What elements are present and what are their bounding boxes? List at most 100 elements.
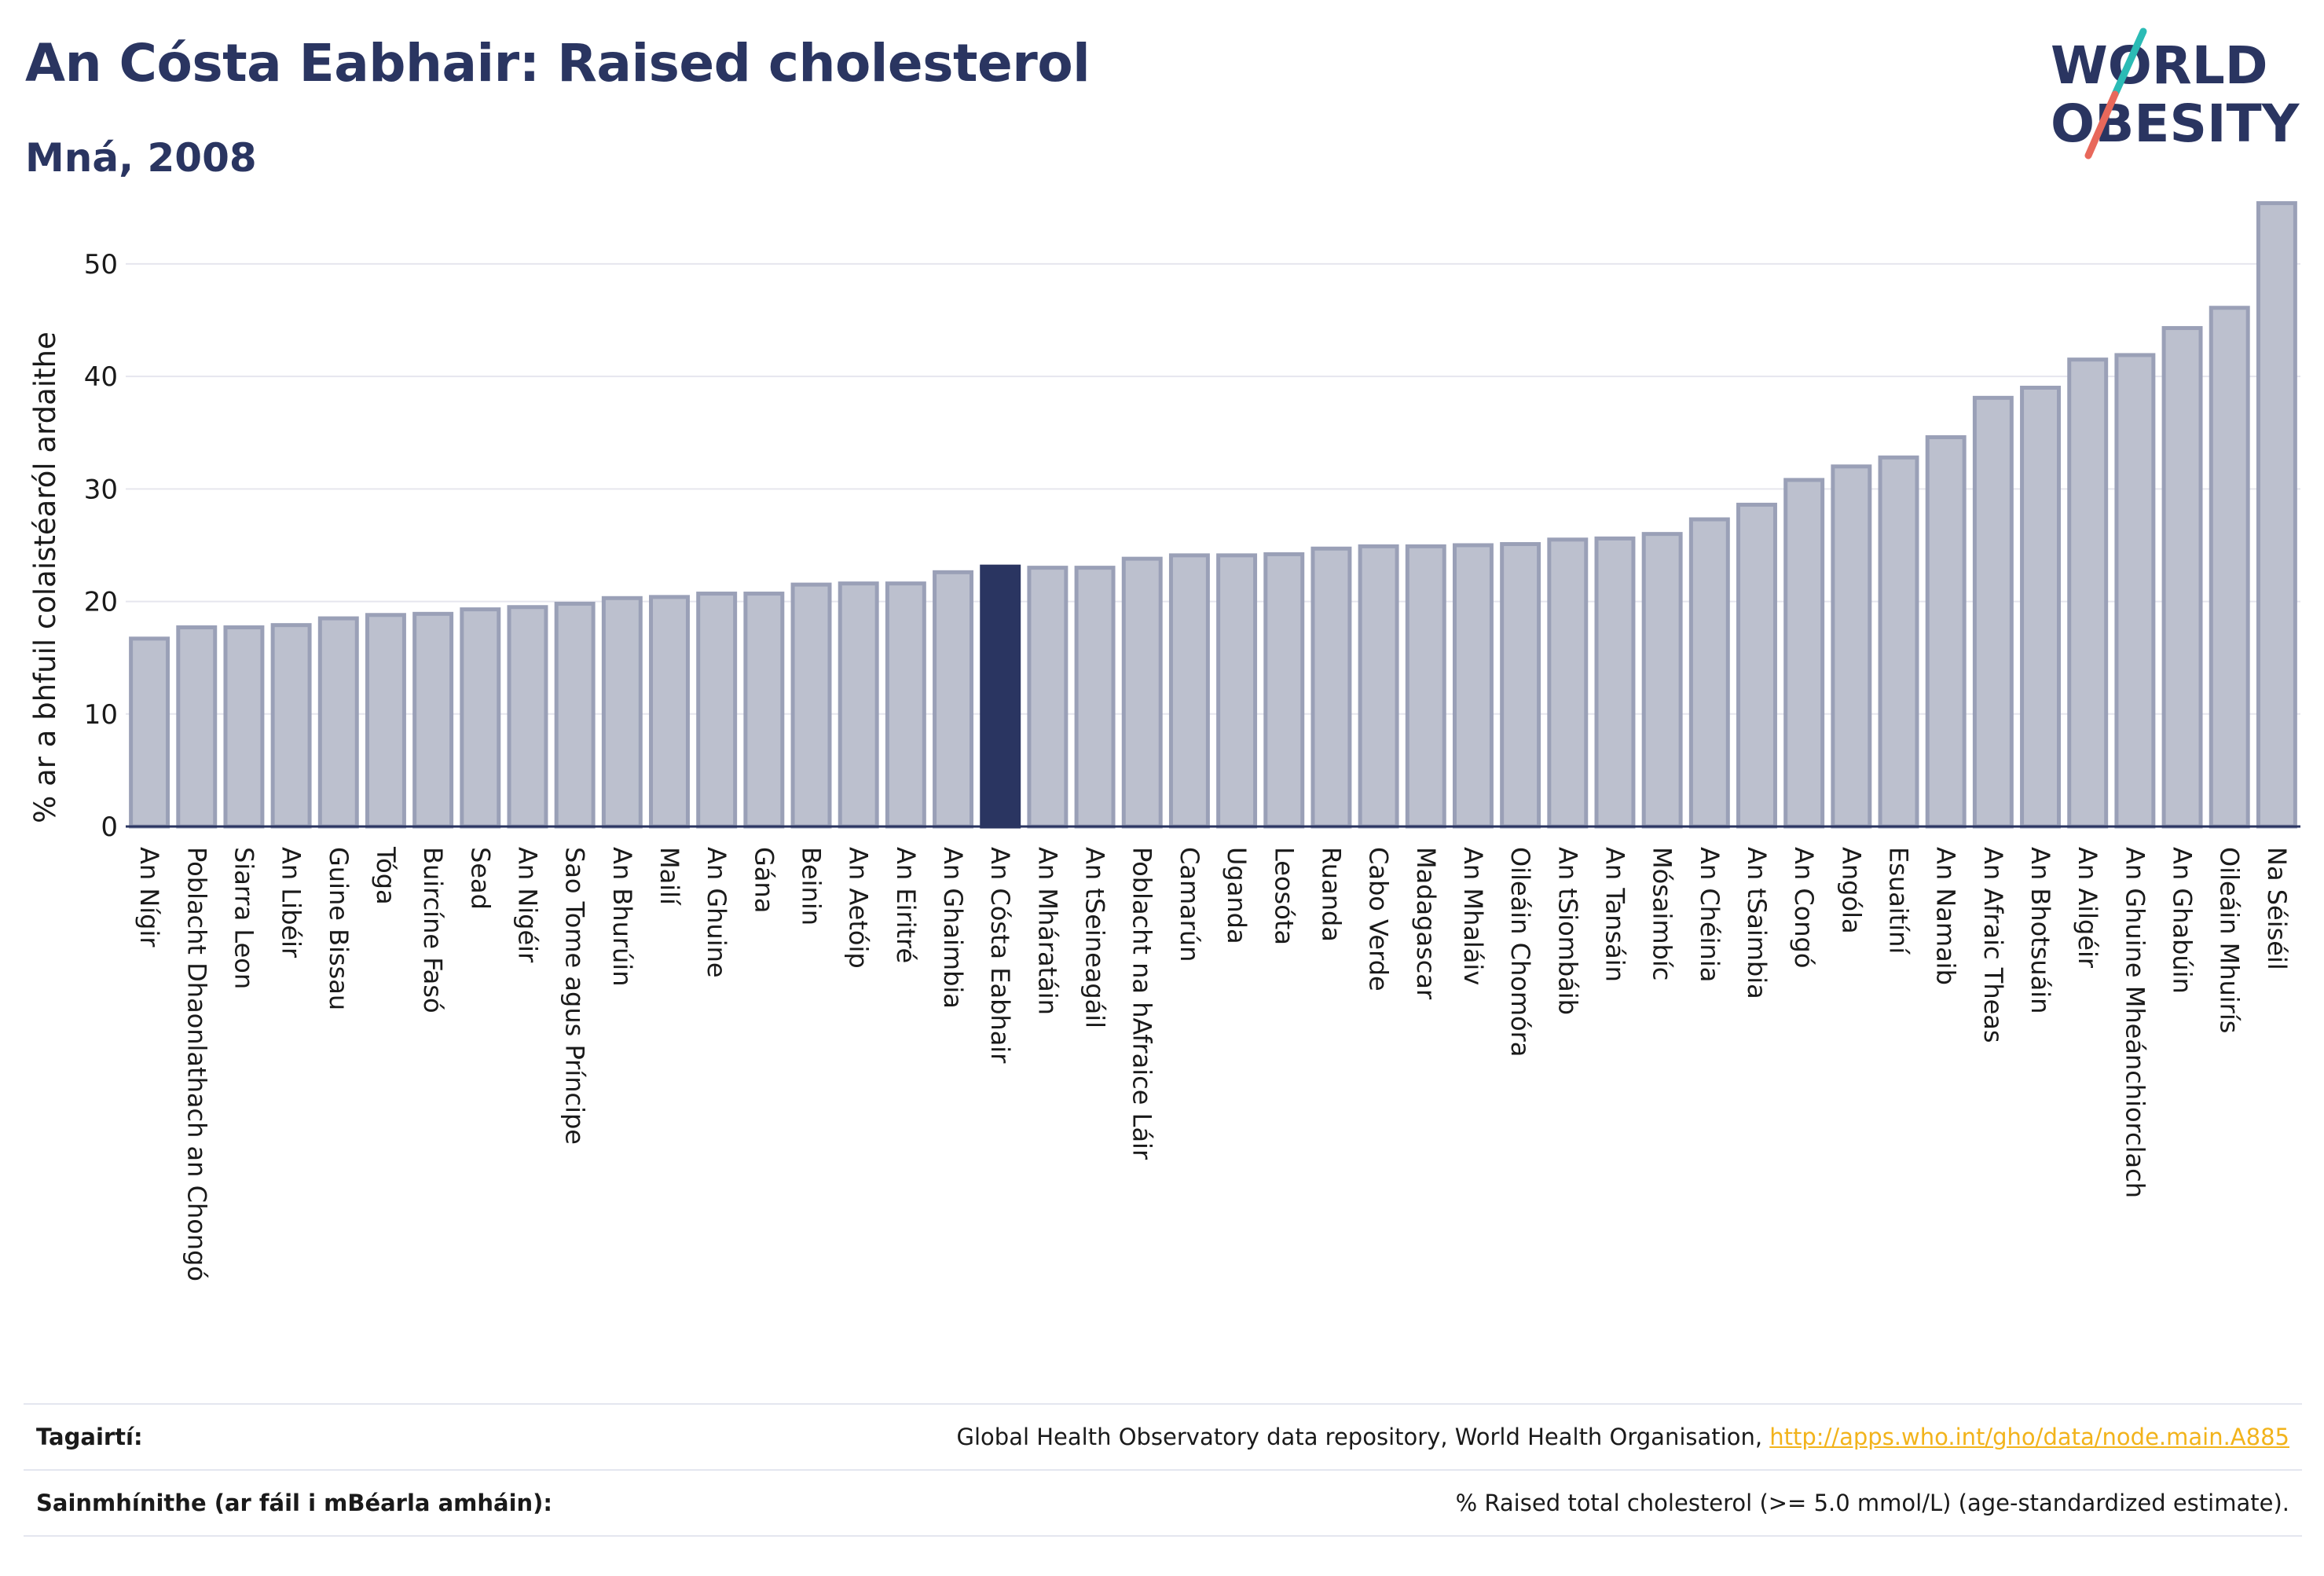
references-value: Global Health Observatory data repositor…	[957, 1424, 2302, 1450]
bar[interactable]	[696, 592, 738, 829]
x-tick-label: An Congó	[1789, 847, 1819, 968]
x-tick-label: Uganda	[1222, 847, 1252, 944]
x-tick-label: Esuaitíní	[1884, 847, 1914, 955]
x-tick-label: An Mháratáin	[1032, 847, 1062, 1015]
x-tick-label: Mailí	[654, 847, 684, 906]
bar-highlighted[interactable]	[980, 564, 1021, 829]
bar[interactable]	[1074, 566, 1116, 829]
y-tick-labels: 0 10 20 30 40 50	[84, 249, 118, 843]
references-link[interactable]: http://apps.who.int/gho/data/node.main.A…	[1769, 1424, 2289, 1450]
x-tick-label: Poblacht Dhaonlathach an Chongó	[181, 847, 211, 1281]
x-tick-label: An tSiombáib	[1552, 847, 1582, 1015]
x-tick-label: Na Séiséil	[2262, 847, 2292, 970]
references-label: Tagairtí:	[36, 1424, 143, 1450]
bar[interactable]	[1925, 434, 1967, 829]
bar[interactable]	[885, 581, 926, 829]
bar[interactable]	[1500, 542, 1541, 829]
bar[interactable]	[2067, 357, 2109, 829]
references-text: Global Health Observatory data repositor…	[956, 1424, 1770, 1450]
bar[interactable]	[2209, 306, 2250, 829]
bar[interactable]	[649, 595, 690, 829]
bar[interactable]	[317, 616, 359, 829]
definitions-label: Sainmhínithe (ar fáil i mBéarla amháin):	[36, 1490, 553, 1516]
definitions-value: % Raised total cholesterol (>= 5.0 mmol/…	[1455, 1490, 2289, 1516]
bar[interactable]	[129, 636, 170, 829]
bar[interactable]	[554, 601, 596, 829]
bar[interactable]	[1027, 566, 1069, 829]
x-tick-label: An Ghaimbia	[938, 847, 968, 1009]
bar[interactable]	[1405, 544, 1446, 829]
bar[interactable]	[601, 596, 643, 829]
bar[interactable]	[507, 605, 548, 829]
bar[interactable]	[2161, 326, 2203, 829]
x-tick-label: Guine Bissau	[324, 847, 354, 1010]
bar[interactable]	[790, 582, 832, 829]
x-tick-label: An Namaib	[1931, 847, 1961, 985]
bar[interactable]	[270, 623, 312, 829]
x-tick-label: Angóla	[1836, 847, 1866, 934]
x-tick-label: An Tansáin	[1600, 847, 1629, 982]
bar[interactable]	[1594, 536, 1636, 829]
x-tick-label: An Ghuine Mheánchiorclach	[2120, 847, 2150, 1198]
x-tick-label: Cabo Verde	[1364, 847, 1394, 991]
x-tick-label: An Nigéir	[512, 847, 542, 963]
x-tick-label: Sao Tome agus Príncipe	[560, 847, 590, 1145]
x-tick-label: An Ghabúin	[2168, 847, 2198, 994]
bar[interactable]	[2020, 385, 2062, 829]
bar[interactable]	[1547, 537, 1589, 829]
bar[interactable]	[176, 625, 218, 829]
footer-table: Tagairtí: Global Health Observatory data…	[24, 1403, 2302, 1537]
logo-slash-coral	[2084, 90, 2119, 159]
x-tick-label: Camarún	[1175, 847, 1204, 962]
x-tick-label: Buircíne Fasó	[418, 847, 448, 1013]
bar[interactable]	[2114, 353, 2156, 829]
bar[interactable]	[1121, 556, 1163, 829]
x-tick-label: Beinin	[797, 847, 827, 925]
y-tick-label: 50	[84, 249, 118, 280]
bar[interactable]	[743, 592, 785, 829]
x-tick-label: An Afraic Theas	[1978, 847, 2008, 1043]
x-tick-label: Mósaimbíc	[1648, 847, 1677, 980]
x-tick-label: Ruanda	[1316, 847, 1346, 942]
references-row: Tagairtí: Global Health Observatory data…	[24, 1403, 2302, 1469]
x-tick-label: Poblacht na hAfraice Láir	[1127, 847, 1157, 1160]
bar[interactable]	[1736, 502, 1777, 829]
y-tick-label: 40	[84, 361, 118, 393]
bar[interactable]	[933, 570, 974, 829]
bar[interactable]	[1168, 553, 1210, 829]
bar[interactable]	[1641, 532, 1683, 829]
bar[interactable]	[1263, 552, 1305, 829]
x-tick-label: An Mhaláiv	[1458, 847, 1488, 985]
x-tick-label: An Cósta Eabhair	[985, 847, 1015, 1064]
logo-text-world: WORLD	[2051, 35, 2268, 96]
bar[interactable]	[223, 625, 265, 829]
x-tick-label: Oileáin Chomóra	[1505, 847, 1535, 1057]
bar[interactable]	[1358, 544, 1399, 829]
bar[interactable]	[412, 611, 454, 829]
bar[interactable]	[1452, 543, 1494, 829]
x-tick-label: An tSeineagáil	[1080, 847, 1110, 1028]
bar[interactable]	[365, 613, 406, 829]
bar-chart: 0 10 20 30 40 50 An Nígir Poblacht Dhaonlathac…	[28, 201, 2300, 1281]
bar[interactable]	[1216, 553, 1258, 829]
bar[interactable]	[1972, 395, 2014, 829]
bar[interactable]	[1878, 455, 1919, 829]
x-tick-label: An Eiritré	[891, 847, 921, 963]
bar[interactable]	[1688, 517, 1730, 829]
bar[interactable]	[1310, 546, 1352, 829]
bar[interactable]	[838, 581, 879, 829]
y-axis-title: % ar a bhfuil colaistéaról ardaithe	[28, 332, 62, 823]
x-tick-label: An tSaimbia	[1742, 847, 1772, 999]
x-tick-label: An Ghuine	[702, 847, 731, 978]
y-tick-label: 30	[84, 474, 118, 505]
bar[interactable]	[1831, 464, 1872, 829]
x-tick-label: Madagascar	[1411, 847, 1441, 1000]
x-tick-label: An Libéir	[277, 847, 306, 958]
bars	[129, 201, 2297, 829]
bar[interactable]	[460, 607, 501, 829]
x-tick-label: Oileáin Mhuirís	[2215, 847, 2245, 1033]
bar[interactable]	[1783, 478, 1825, 829]
y-tick-label: 20	[84, 587, 118, 618]
x-tick-label: An Bhurúin	[607, 847, 637, 986]
bar[interactable]	[2256, 201, 2297, 829]
